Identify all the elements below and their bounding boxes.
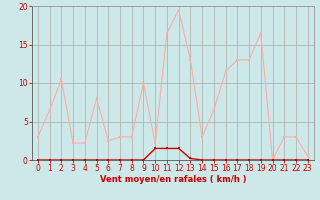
X-axis label: Vent moyen/en rafales ( km/h ): Vent moyen/en rafales ( km/h )	[100, 175, 246, 184]
